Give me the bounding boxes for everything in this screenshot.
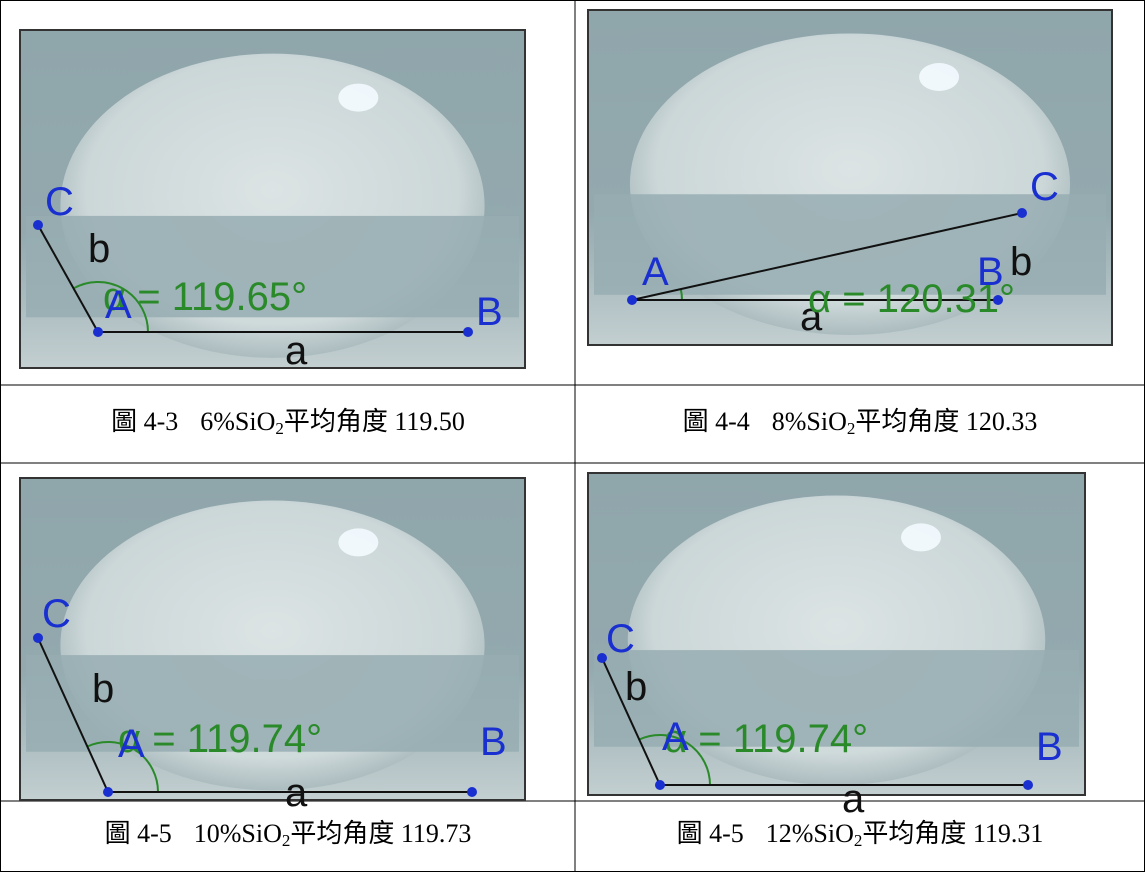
point	[467, 787, 477, 797]
label-b: b	[88, 227, 110, 271]
caption-subscript: 2	[854, 831, 863, 850]
caption-label: 圖 4-5	[105, 819, 172, 848]
droplet-image: b a α = 119.74° C A B	[588, 473, 1085, 821]
label-c: C	[1030, 165, 1059, 209]
label-a: a	[285, 329, 308, 373]
angle-label: α = 119.74°	[118, 717, 322, 761]
label-b-point: B	[480, 720, 507, 764]
label-a-point: A	[118, 722, 145, 766]
caption-tail: 平均角度 119.50	[284, 407, 465, 436]
label-a-point: A	[642, 250, 669, 294]
caption: 圖 4-5 12%SiO2平均角度 119.31	[677, 819, 1044, 850]
angle-arc	[681, 289, 682, 300]
caption-label: 圖 4-3	[111, 407, 178, 436]
label-a: a	[842, 777, 865, 821]
caption: 圖 4-4 8%SiO2平均角度 120.33	[683, 407, 1038, 438]
caption-tail: 平均角度 119.73	[290, 819, 471, 848]
caption: 圖 4-3 6%SiO2平均角度 119.50	[111, 407, 465, 438]
label-b: b	[92, 667, 114, 711]
point	[627, 295, 637, 305]
point	[93, 327, 103, 337]
figure-table: baα = 119.65°CAB圖 4-36%SiO2平均角度 119.50ba…	[0, 0, 1145, 872]
label-a-point: A	[105, 283, 132, 327]
highlight	[338, 84, 378, 112]
angle-label: α = 119.74°	[664, 717, 868, 761]
label-c: C	[606, 617, 635, 661]
caption: 圖 4-5 10%SiO2平均角度 119.73	[105, 819, 472, 850]
page: {"figures": [ {"image": {"C": "C", "b": …	[0, 0, 1145, 872]
caption-text: 10%SiO	[194, 819, 282, 848]
droplet-image: b a α = 119.65° C A B	[20, 30, 525, 373]
label-c: C	[42, 592, 71, 636]
caption-text: 8%SiO	[772, 407, 847, 436]
label-a: a	[285, 771, 308, 815]
point	[1017, 208, 1027, 218]
caption-tail: 平均角度 119.31	[862, 819, 1043, 848]
caption-subscript: 2	[847, 419, 856, 438]
caption-label: 圖 4-4	[683, 407, 750, 436]
point	[1023, 780, 1033, 790]
droplet-image: b a α = 119.74° C A B	[20, 478, 525, 815]
caption-label: 圖 4-5	[677, 819, 744, 848]
label-b: b	[625, 665, 647, 709]
label-c: C	[45, 180, 74, 224]
point	[463, 327, 473, 337]
caption-subscript: 2	[275, 419, 284, 438]
caption-tail: 平均角度 120.33	[855, 407, 1037, 436]
caption-text: 12%SiO	[766, 819, 854, 848]
caption-subscript: 2	[282, 831, 291, 850]
point	[655, 780, 665, 790]
point	[103, 787, 113, 797]
label-b-point: B	[977, 250, 1004, 294]
label-b-point: B	[476, 290, 503, 334]
highlight	[338, 528, 378, 556]
angle-label: α = 119.65°	[103, 275, 307, 319]
highlight	[919, 63, 959, 91]
point	[33, 220, 43, 230]
highlight	[901, 523, 941, 551]
label-a-point: A	[662, 715, 689, 759]
label-b-point: B	[1036, 725, 1063, 769]
caption-text: 6%SiO	[200, 407, 275, 436]
